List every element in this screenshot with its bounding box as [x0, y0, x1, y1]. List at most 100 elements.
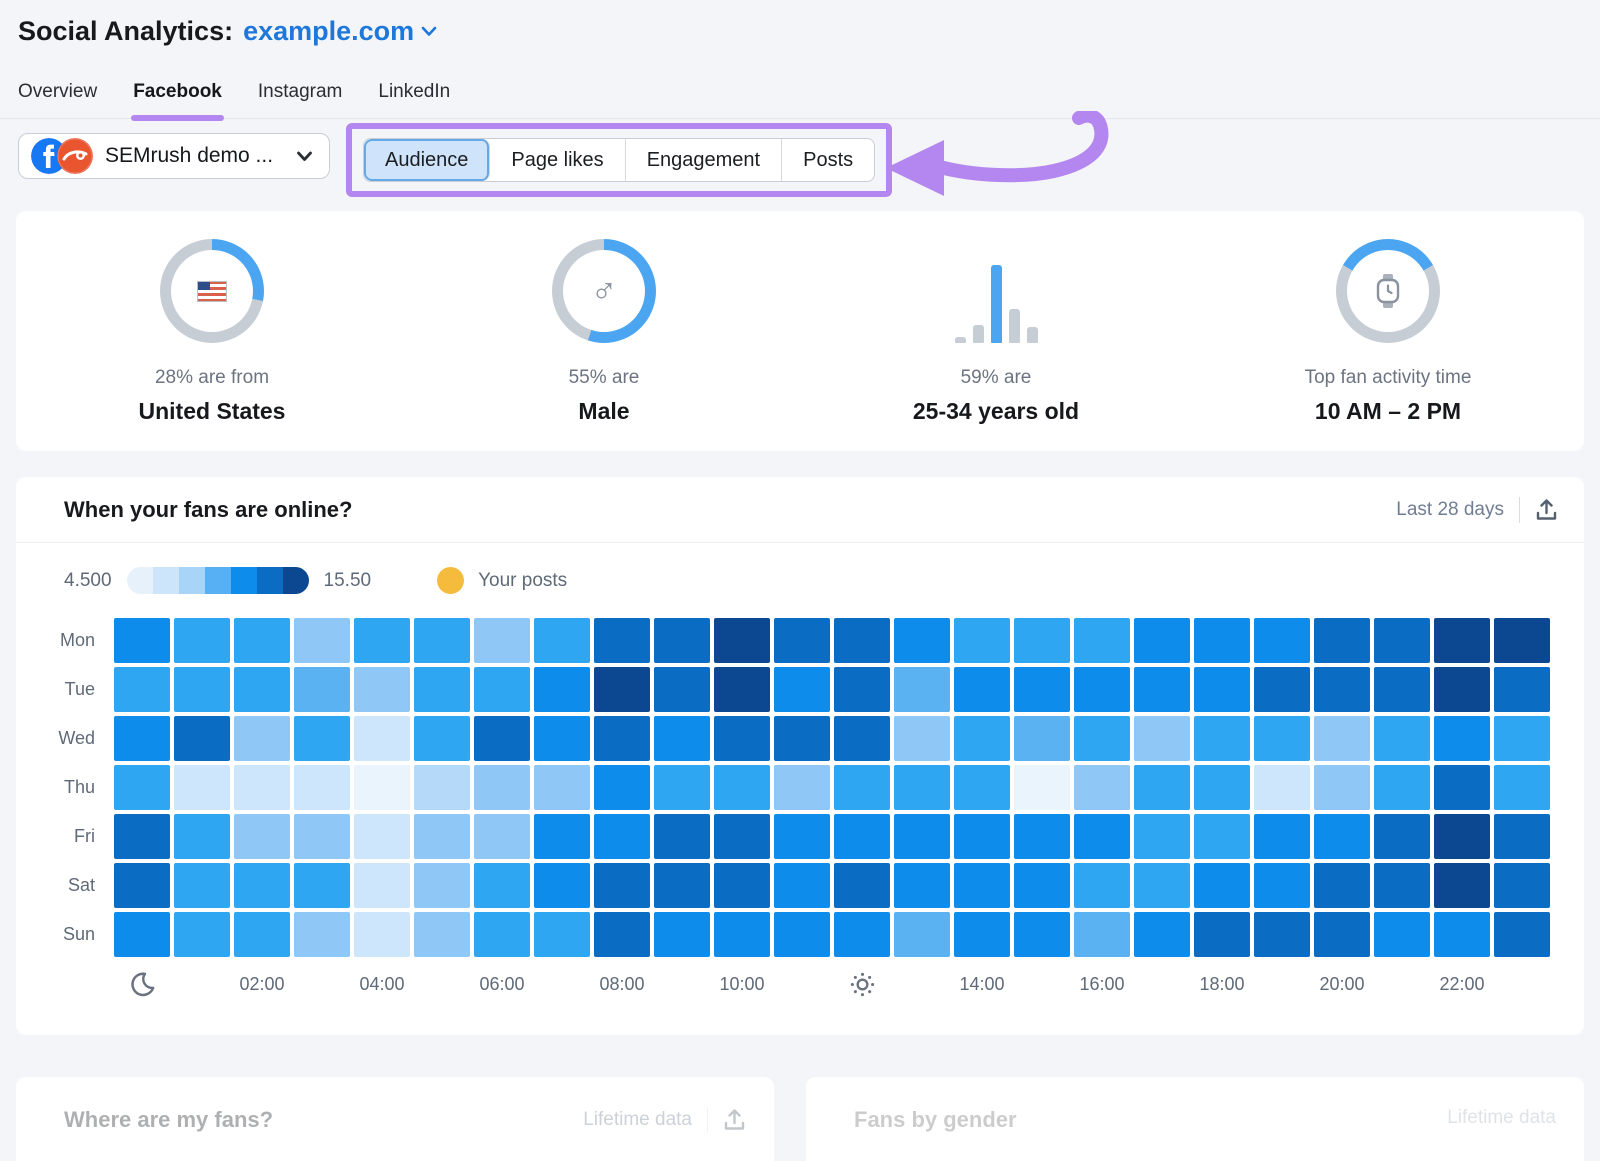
moon-icon	[130, 972, 154, 996]
profile-selector[interactable]: SEMrush demo ...	[18, 133, 330, 179]
heatmap-cell	[1074, 716, 1130, 761]
period-label: Lifetime data	[1447, 1107, 1556, 1128]
stat-gender: ♂ 55% are Male	[408, 239, 800, 451]
hour-tick-empty	[654, 969, 710, 999]
heatmap-cell	[714, 814, 770, 859]
heatmap-cell	[654, 667, 710, 712]
hour-tick-label: 06:00	[479, 973, 525, 994]
heatmap-cell	[1254, 765, 1310, 810]
heatmap-cell	[114, 765, 170, 810]
channel-tabs: Overview Facebook Instagram LinkedIn	[0, 81, 1600, 121]
heatmap-cell	[1014, 667, 1070, 712]
heatmap-day-label: Thu	[63, 777, 95, 797]
bar	[1026, 327, 1038, 343]
hour-tick-label: 20:00	[1319, 973, 1365, 994]
sun-axis-marker	[834, 969, 890, 999]
stat-activity-time: Top fan activity time 10 AM – 2 PM	[1192, 239, 1584, 451]
heatmap-cell	[114, 618, 170, 663]
heatmap-cell	[174, 912, 230, 957]
heatmap-cell	[1194, 863, 1250, 908]
heatmap-cell	[474, 863, 530, 908]
heatmap-cell	[534, 912, 590, 957]
domain-selector[interactable]: example.com	[243, 16, 437, 47]
legend-max-label: 15.50	[323, 569, 372, 591]
hour-tick-label: 04:00	[359, 973, 405, 994]
stat-caption: 28% are from	[154, 367, 270, 388]
heatmap-cell	[1014, 814, 1070, 859]
hour-tick-empty	[1374, 969, 1430, 999]
hour-tick-label: 08:00	[599, 973, 645, 994]
heatmap-cell	[1194, 765, 1250, 810]
export-button[interactable]	[1535, 498, 1558, 522]
heatmap-cell	[1074, 618, 1130, 663]
legend-gradient	[126, 567, 309, 594]
view-engagement-button[interactable]: Engagement	[625, 139, 783, 181]
heatmap-cell	[894, 814, 950, 859]
hour-tick-label: 22:00	[1439, 973, 1485, 994]
heatmap-cell	[834, 667, 890, 712]
tab-overview[interactable]: Overview	[18, 81, 98, 102]
heatmap-cell	[1494, 716, 1550, 761]
tab-facebook[interactable]: Facebook	[131, 81, 224, 121]
heatmap-cell	[1314, 716, 1370, 761]
heatmap-cell	[954, 667, 1010, 712]
heatmap-cell	[1134, 912, 1190, 957]
male-icon: ♂	[590, 270, 618, 311]
heatmap-cell	[954, 618, 1010, 663]
tab-instagram[interactable]: Instagram	[257, 81, 343, 102]
heatmap-cell	[294, 618, 350, 663]
heatmap-day-label: Fri	[74, 826, 95, 846]
heatmap-cell	[1254, 667, 1310, 712]
heatmap-cell	[474, 912, 530, 957]
annotation-arrow-icon	[886, 111, 1109, 196]
your-posts-label: Your posts	[478, 569, 568, 591]
heatmap-cell	[774, 618, 830, 663]
view-audience-button[interactable]: Audience	[364, 139, 491, 181]
heatmap-cell	[234, 765, 290, 810]
heatmap-cell	[714, 716, 770, 761]
export-icon	[724, 1109, 745, 1130]
stat-value: 10 AM – 2 PM	[1314, 398, 1462, 424]
stat-caption: 59% are	[960, 367, 1032, 388]
heatmap-cell	[354, 667, 410, 712]
legend-gradient-step	[230, 567, 257, 594]
stat-age: 59% are 25-34 years old	[800, 239, 1192, 451]
semrush-icon	[57, 138, 93, 174]
hour-tick-empty	[294, 969, 350, 999]
heatmap-cell	[894, 716, 950, 761]
heatmap-cell	[1134, 863, 1190, 908]
tab-linkedin[interactable]: LinkedIn	[378, 81, 451, 102]
view-posts-button[interactable]: Posts	[782, 139, 875, 181]
stat-caption: Top fan activity time	[1304, 367, 1472, 388]
heatmap-cell	[1494, 765, 1550, 810]
legend-gradient-step	[126, 567, 153, 594]
heatmap-cell	[1434, 814, 1490, 859]
heatmap-cell	[294, 863, 350, 908]
heatmap-cell	[594, 667, 650, 712]
heatmap-cell	[1074, 814, 1130, 859]
heatmap-cell	[654, 716, 710, 761]
heatmap-cell	[1254, 814, 1310, 859]
bar-chart-icon	[800, 239, 1192, 343]
heatmap-cell	[654, 863, 710, 908]
export-button[interactable]	[723, 1108, 746, 1132]
heatmap-cell	[414, 667, 470, 712]
heatmap-cell	[234, 814, 290, 859]
heatmap-cell	[1314, 912, 1370, 957]
heatmap-cell	[1434, 863, 1490, 908]
hour-tick-empty	[1134, 969, 1190, 999]
heatmap-cell	[1494, 863, 1550, 908]
bar	[990, 265, 1002, 343]
heatmap-cell	[414, 765, 470, 810]
sun-icon	[850, 972, 874, 996]
heatmap-cell	[594, 618, 650, 663]
heatmap-cell	[834, 618, 890, 663]
legend-min-label: 4.500	[64, 569, 112, 591]
heatmap-cell	[354, 765, 410, 810]
heatmap-cell	[1374, 814, 1430, 859]
view-page-likes-button[interactable]: Page likes	[490, 139, 626, 181]
heatmap-cell	[1374, 765, 1430, 810]
profile-label: SEMrush demo ...	[105, 144, 274, 167]
heatmap-cell	[834, 863, 890, 908]
